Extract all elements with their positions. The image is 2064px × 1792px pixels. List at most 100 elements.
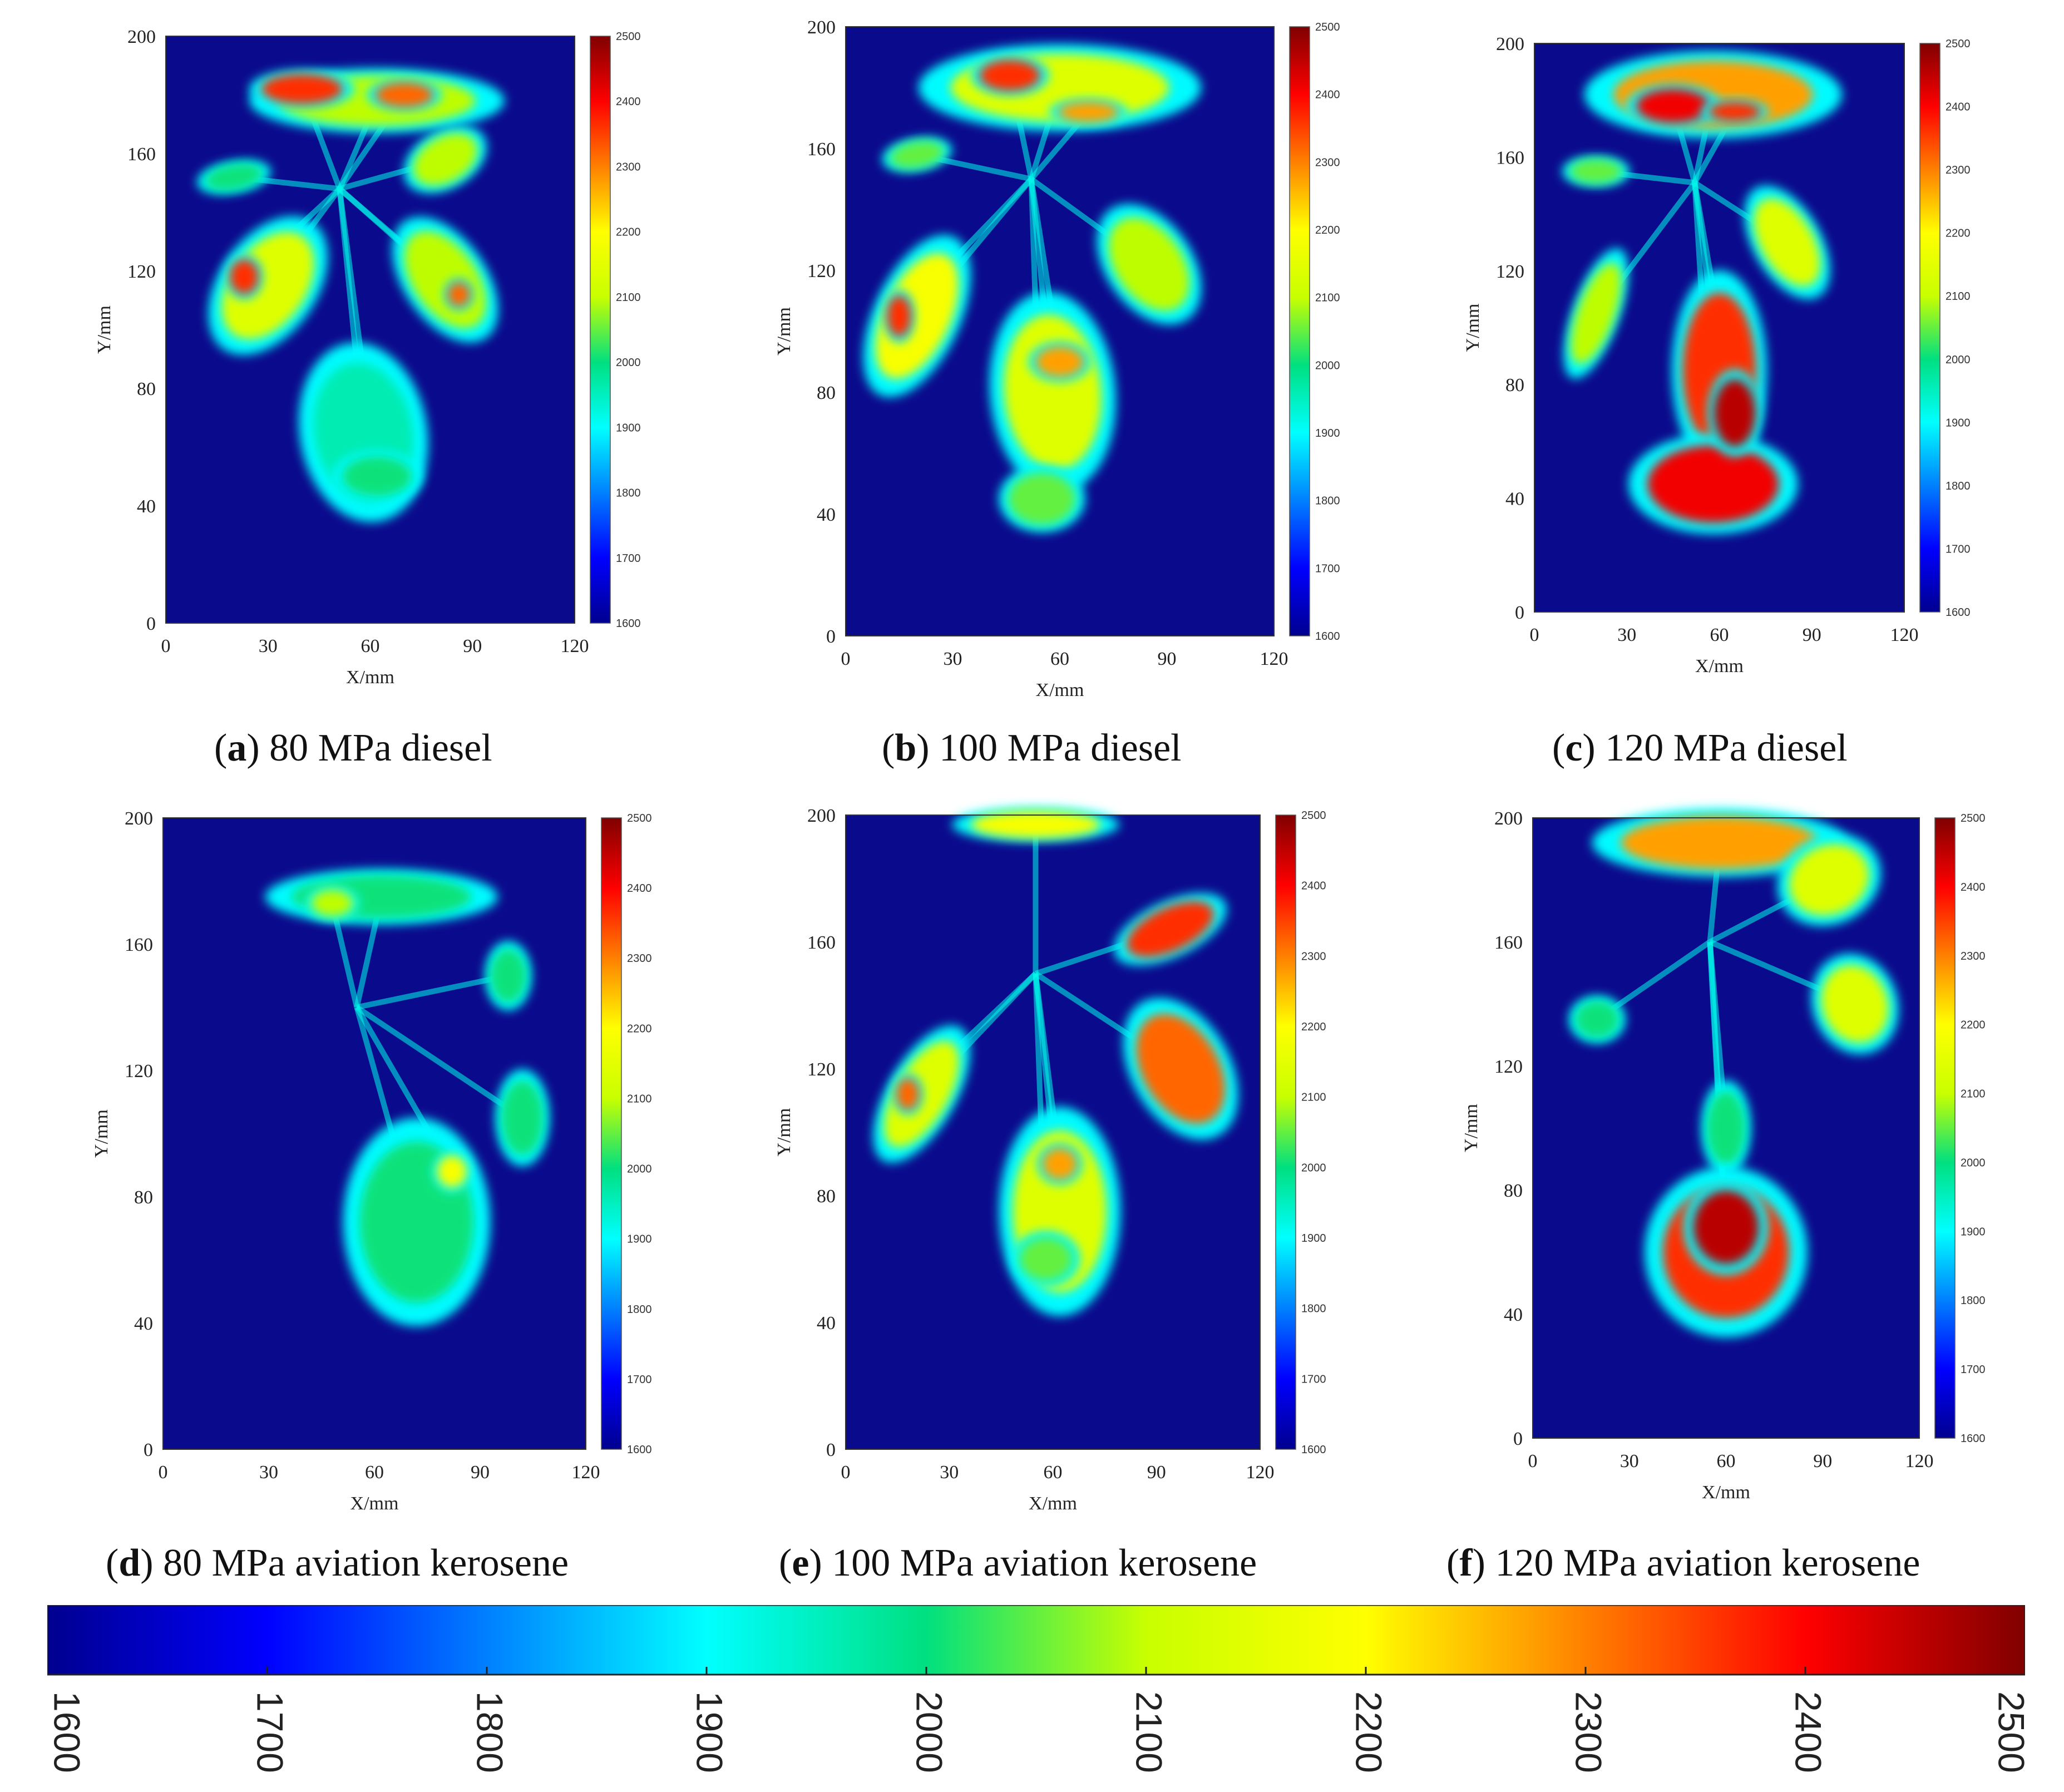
x-tick-label: 0: [1528, 1451, 1538, 1472]
y-tick-label: 40: [817, 1313, 836, 1334]
caption-text: 100 MPa diesel: [939, 727, 1182, 769]
x-tick-label: 60: [1050, 649, 1069, 669]
x-tick-label: 60: [1044, 1462, 1063, 1483]
colorbar-tick-label: 1900: [1301, 1232, 1326, 1245]
flame-core: [413, 133, 477, 186]
colorbar-tick-label: 1700: [1961, 1364, 1986, 1376]
y-tick-label: 120: [1494, 1057, 1523, 1077]
shared-colorbar: 1600 1700 1800 1900 2000 2100 2200 2300 2400 2500: [47, 1605, 2025, 1773]
y-tick-label: 200: [125, 808, 153, 829]
caption-open-paren: (: [1446, 1542, 1460, 1584]
flame-field: [265, 868, 550, 1326]
x-tick-label: 0: [159, 1462, 168, 1483]
colorbar-tick-label: 1700: [1301, 1373, 1326, 1385]
panel-colorbar: [1934, 817, 1956, 1439]
flame-core: [490, 949, 526, 1003]
y-tick-label: 0: [826, 1440, 836, 1460]
flame-core: [1621, 816, 1819, 869]
y-axis-label: Y/mm: [774, 1108, 794, 1157]
x-tick-label: 30: [1617, 625, 1636, 645]
flame-core: [229, 259, 259, 294]
flame-core: [890, 141, 944, 169]
panel-c: 0 30 60 90 120 0 40 80 120 160 200 X/mm Y/mm 1600 1700…: [1463, 34, 1971, 677]
caption-open-paren: (: [214, 727, 228, 769]
flame-core: [1636, 89, 1710, 123]
caption-letter: e: [792, 1542, 809, 1584]
flame-core: [1019, 1237, 1073, 1281]
flame-core: [979, 60, 1040, 91]
caption-letter: b: [895, 727, 917, 769]
axes-frame: [845, 26, 1275, 636]
caption-close-paren: ): [140, 1542, 164, 1584]
flame-core: [311, 890, 353, 917]
x-axis-label: X/mm: [1029, 1493, 1077, 1514]
caption-open-paren: (: [106, 1542, 119, 1584]
flame-core: [896, 1078, 920, 1110]
y-tick-label: 40: [137, 496, 156, 517]
y-axis-label: Y/mm: [1461, 1104, 1482, 1152]
flame-core: [1058, 101, 1119, 122]
panel-caption: (a) 80 MPa diesel: [214, 726, 492, 771]
y-tick-label: 160: [1496, 147, 1524, 168]
flame-core: [1035, 346, 1084, 378]
colorbar-tick-label: 2100: [616, 292, 641, 304]
x-tick-label: 30: [944, 649, 962, 669]
x-tick-label: 30: [259, 636, 278, 656]
colorbar-tick-label: 1600: [616, 618, 641, 630]
y-tick-label: 160: [807, 932, 836, 953]
y-axis-label: Y/mm: [94, 305, 115, 354]
panel-caption: (d) 80 MPa aviation kerosene: [106, 1541, 569, 1586]
y-tick-label: 120: [807, 1059, 836, 1080]
colorbar-tick-label: 1800: [616, 487, 641, 500]
shared-colorbar-tick-label: 2300: [1568, 1691, 1609, 1773]
flame-field: [196, 68, 505, 522]
flame-core: [875, 253, 959, 379]
y-tick-label: 160: [125, 935, 153, 955]
x-tick-label: 90: [463, 636, 482, 656]
colorbar-tick-label: 2200: [627, 1023, 652, 1035]
y-tick-label: 0: [1513, 1429, 1523, 1449]
panel-b: 0 30 60 90 120 0 40 80 120 160 200 X/mm Y/mm 1600 1700…: [774, 17, 1340, 700]
flame-core: [205, 164, 263, 191]
axes-frame: [1532, 817, 1920, 1439]
x-tick-label: 60: [361, 636, 380, 656]
colorbar-tick-label: 1900: [1946, 417, 1971, 429]
y-tick-label: 40: [817, 505, 836, 525]
x-axis-label: X/mm: [1695, 656, 1744, 677]
flame-field: [1562, 51, 1843, 534]
flame-field: [863, 44, 1202, 532]
caption-letter: a: [227, 727, 247, 769]
colorbar-tick-label: 1600: [1315, 630, 1340, 643]
panel-b-wrapper: 0 30 60 90 120 0 40 80 120 160 200 X/mm Y/mm 1600 1700…: [762, 16, 1374, 739]
x-tick-label: 60: [365, 1462, 384, 1483]
colorbar-tick-label: 2000: [1961, 1157, 1986, 1169]
y-tick-label: 40: [1504, 1305, 1523, 1325]
y-tick-label: 80: [134, 1187, 153, 1208]
axes-frame: [165, 36, 575, 624]
shared-colorbar-tick-label: 1900: [689, 1691, 730, 1773]
colorbar-tick-label: 2500: [1315, 21, 1340, 33]
colorbar-tick-label: 2500: [1961, 812, 1986, 825]
colorbar-tick-label: 1700: [1946, 543, 1971, 555]
caption-close-paren: ): [916, 727, 940, 769]
spray-jet: [356, 972, 509, 1010]
colorbar-tick-label: 1700: [1315, 562, 1340, 575]
colorbar-tick-label: 2500: [627, 812, 652, 825]
x-tick-label: 30: [259, 1462, 278, 1483]
y-tick-label: 80: [817, 1186, 836, 1207]
flame-core: [261, 74, 343, 104]
x-tick-label: 120: [1246, 1462, 1275, 1483]
colorbar-tick-label: 1900: [1961, 1226, 1986, 1238]
y-axis-label: Y/mm: [1463, 304, 1483, 352]
caption-open-paren: (: [882, 727, 895, 769]
y-tick-label: 160: [127, 144, 156, 165]
x-axis-label: X/mm: [1702, 1482, 1750, 1503]
panel-caption: (f) 120 MPa aviation kerosene: [1446, 1541, 1920, 1586]
caption-close-paren: ): [809, 1542, 832, 1584]
x-tick-label: 30: [940, 1462, 959, 1483]
flame-core: [1693, 1190, 1759, 1265]
colorbar-tick-label: 2300: [1946, 164, 1971, 176]
panel-f-wrapper: 0 30 60 90 120 0 40 80 120 160 200 X/mm Y/mm 1600 1700…: [1449, 807, 2019, 1541]
flame-core: [1008, 473, 1075, 525]
colorbar-tick-label: 2100: [627, 1093, 652, 1105]
